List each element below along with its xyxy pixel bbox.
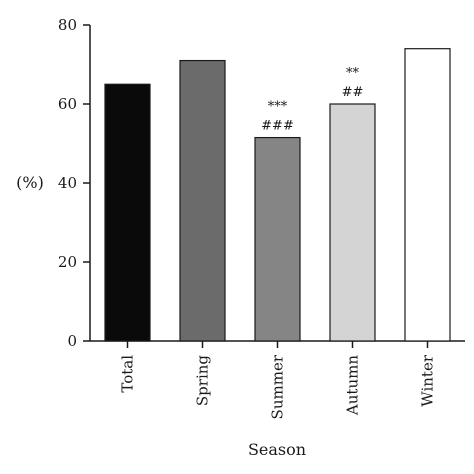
y-tick-label: 20: [58, 253, 77, 271]
x-tick-label: Winter: [419, 354, 437, 407]
y-tick-label: 40: [58, 174, 77, 192]
bars-group: [104, 48, 451, 342]
significance-annotation: **: [346, 66, 360, 81]
bar-summer: [254, 136, 301, 342]
significance-annotation: ###: [261, 119, 294, 134]
x-tick-label: Summer: [269, 354, 287, 419]
y-tick-label: 0: [67, 332, 77, 350]
significance-annotation: ##: [342, 85, 364, 100]
x-tick-label: Autumn: [344, 355, 362, 416]
x-tick-label: Spring: [194, 355, 212, 407]
annotations-group: *** ### ** ##: [261, 66, 363, 134]
bar-total: [104, 83, 151, 342]
x-axis-label: Season: [248, 440, 306, 459]
significance-annotation: ***: [268, 100, 288, 115]
bar-spring: [179, 59, 226, 342]
bar-autumn: [329, 103, 376, 342]
x-axis: Total Spring Summer Autumn Winter: [90, 340, 465, 419]
y-axis-label: (%): [16, 173, 44, 192]
y-tick-label: 60: [58, 95, 77, 113]
bar-winter: [404, 48, 451, 342]
x-tick-label: Total: [119, 355, 137, 393]
y-axis: 0 20 40 60 80: [58, 16, 91, 350]
y-tick-label: 80: [58, 16, 77, 34]
